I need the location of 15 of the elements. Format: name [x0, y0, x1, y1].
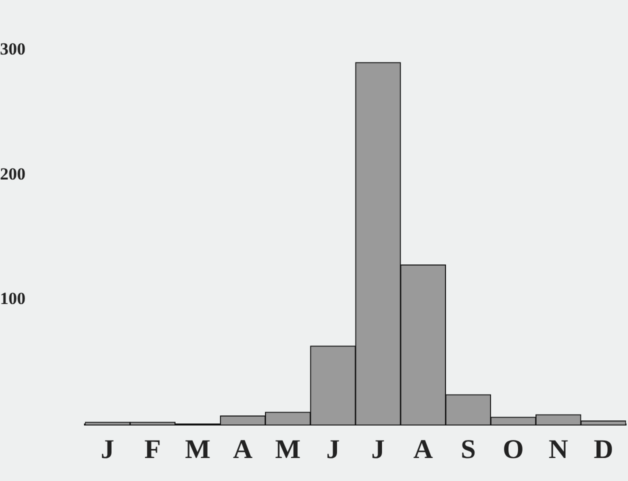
- y-tick-label: 300: [0, 39, 26, 58]
- x-tick-label: O: [502, 434, 524, 464]
- y-tick-label: 200: [0, 164, 26, 184]
- x-tick-label: M: [275, 434, 301, 464]
- x-tick-label: M: [184, 434, 210, 464]
- x-tick-label: N: [548, 434, 569, 464]
- x-tick-label: D: [594, 434, 614, 464]
- x-tick-label: F: [144, 434, 161, 464]
- x-tick-label: J: [371, 434, 385, 464]
- y-tick-label: 100: [0, 289, 26, 308]
- x-tick-label: S: [460, 434, 476, 464]
- x-tick-label: J: [326, 434, 340, 464]
- x-tick-label: A: [233, 434, 254, 464]
- x-tick-label: A: [413, 434, 434, 464]
- x-tick-label: J: [100, 434, 114, 464]
